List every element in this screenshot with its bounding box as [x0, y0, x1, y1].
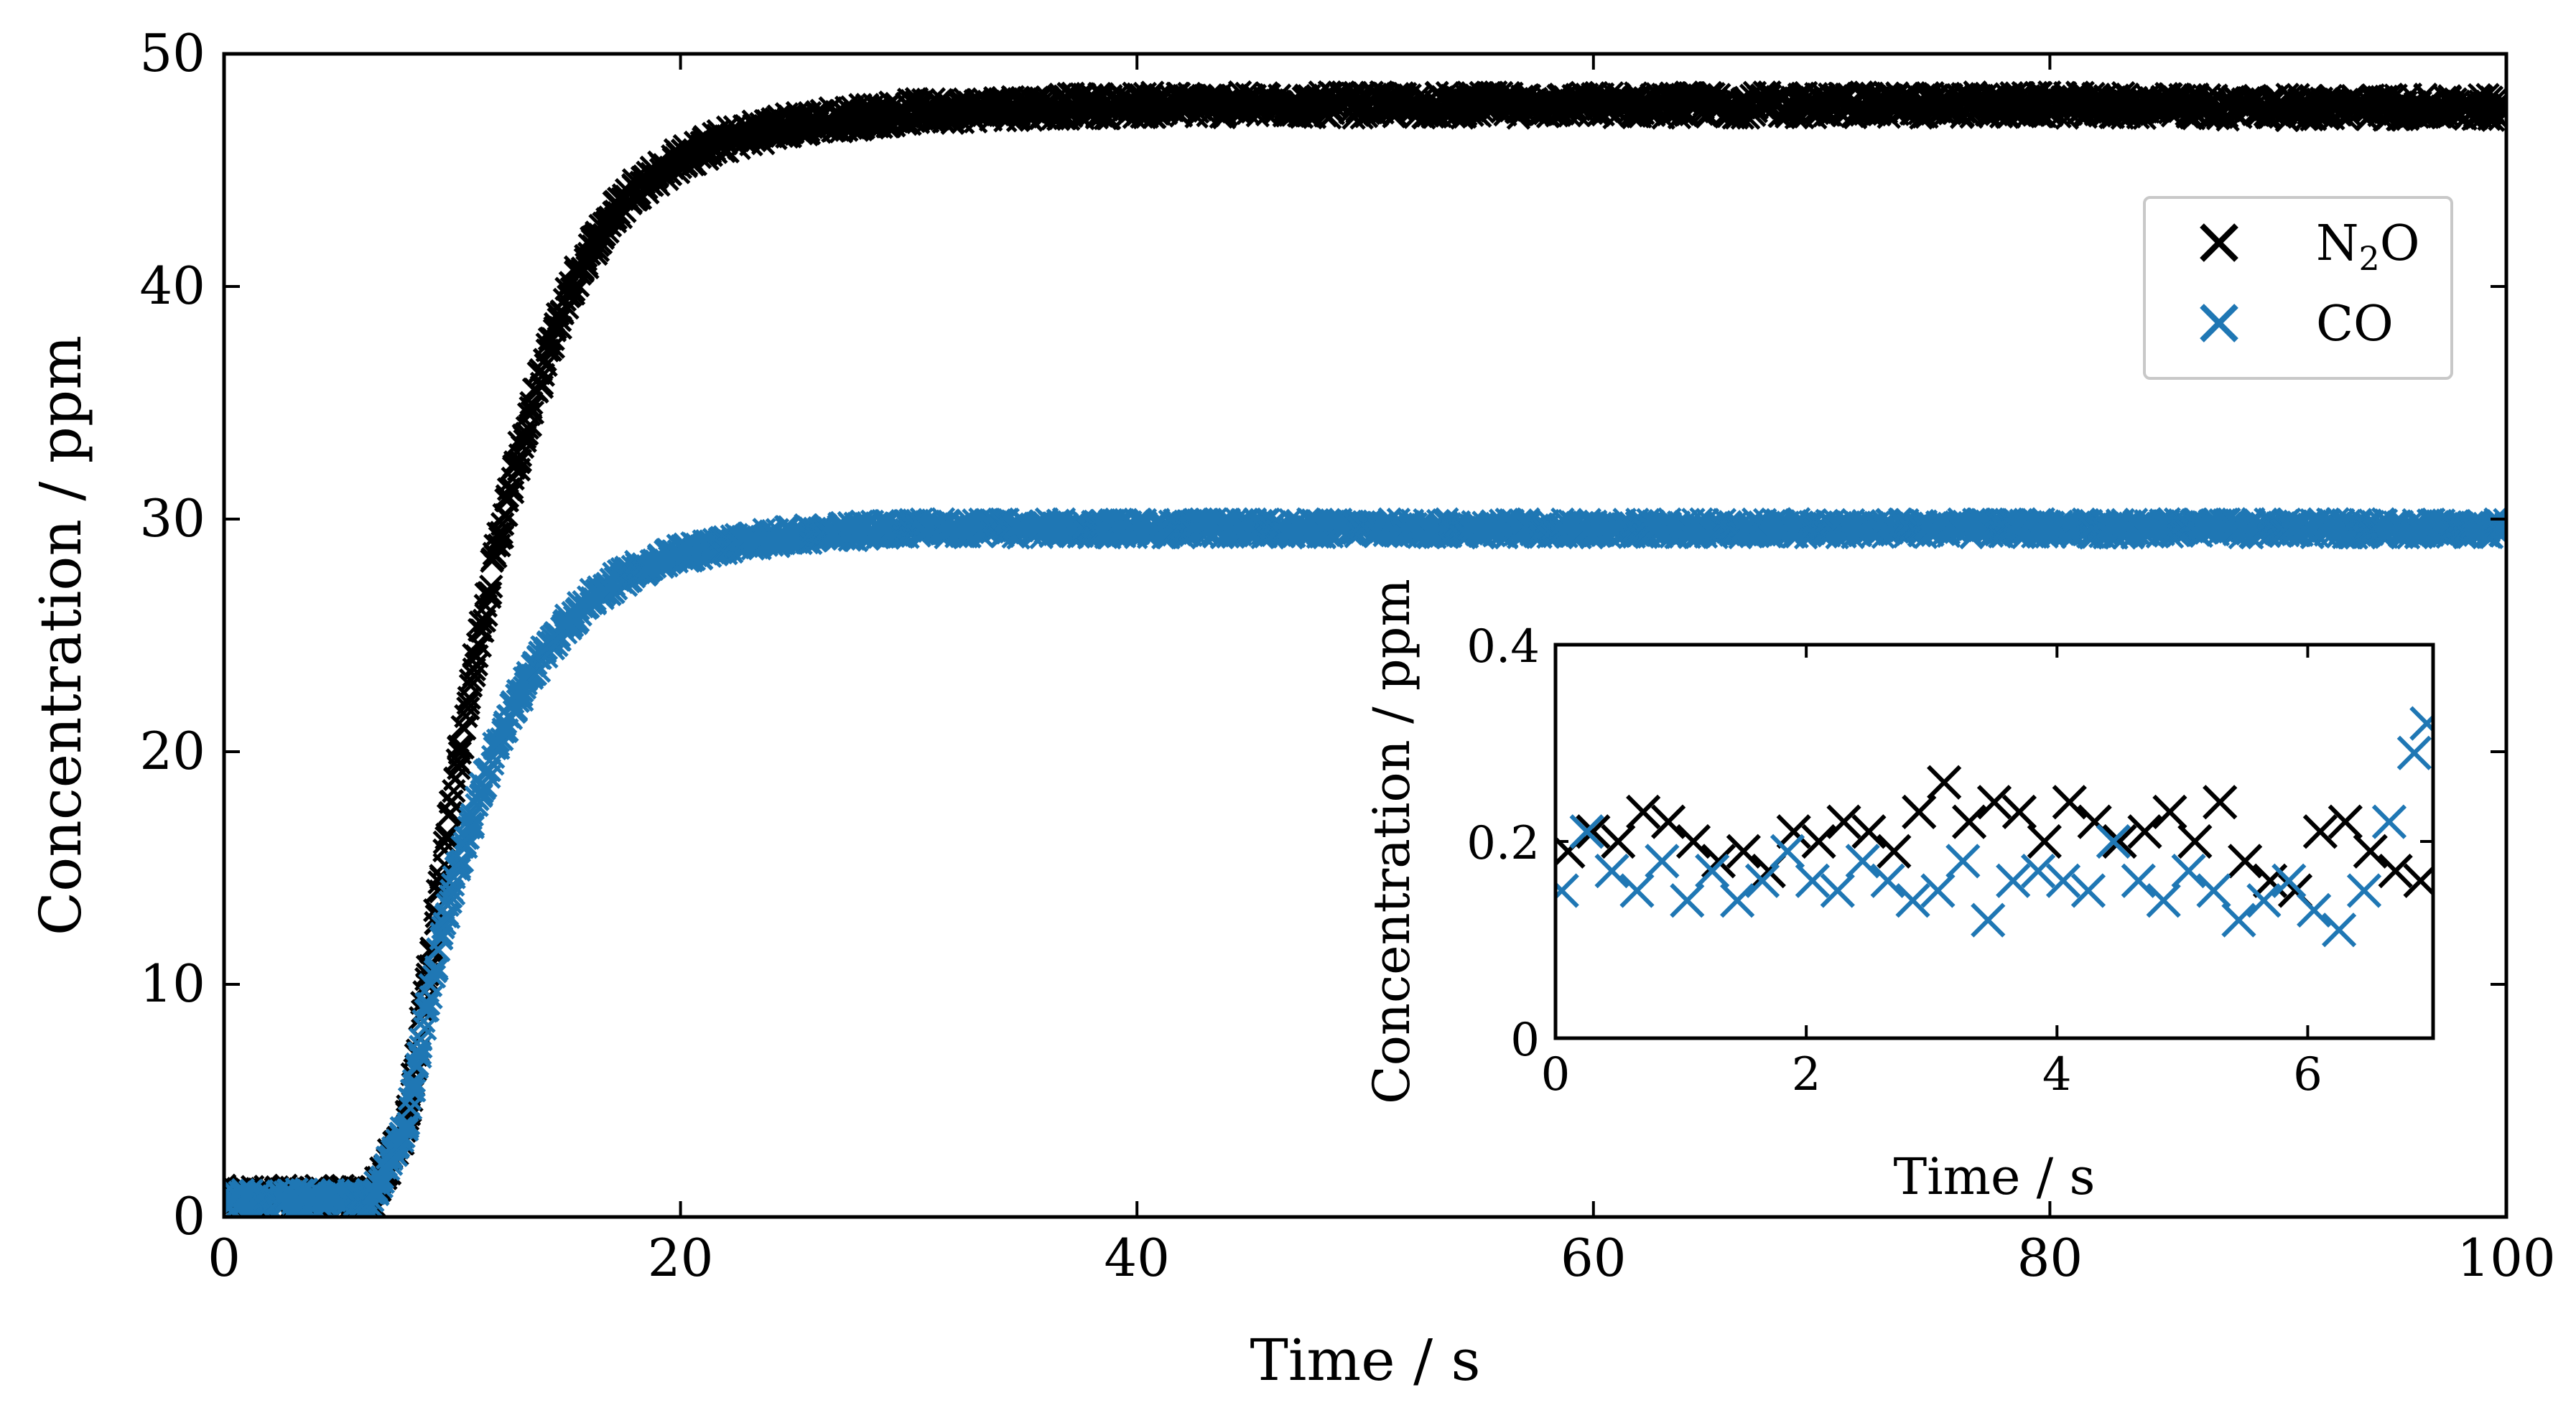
x-tick-label: 6 — [2293, 1048, 2322, 1101]
y-tick-label: 0.4 — [1466, 620, 1540, 673]
data-point — [565, 273, 590, 297]
x-tick-label: 4 — [2042, 1048, 2072, 1101]
x-tick-label: 0 — [1541, 1048, 1571, 1101]
y-tick-label: 10 — [139, 953, 205, 1014]
y-tick-label: 50 — [139, 23, 205, 83]
y-tick-label: 0 — [172, 1186, 205, 1246]
main-series-layer — [224, 80, 2506, 1217]
data-point — [450, 735, 475, 760]
legend: N2O CO — [2143, 196, 2453, 380]
data-point — [464, 652, 489, 677]
x-tick-label: 40 — [1104, 1228, 1170, 1288]
data-point — [434, 826, 459, 850]
y-tick-label: 40 — [139, 256, 205, 316]
x-tick-label: 80 — [2017, 1228, 2083, 1288]
data-point — [476, 581, 501, 605]
data-point — [519, 396, 543, 421]
inset-plot: 0 2 4 6 0 0.2 0.4 Time / s Concentration / ppm — [1362, 579, 2435, 1206]
main-x-axis-title: Time / s — [1250, 1327, 1480, 1394]
x-tick-label: 60 — [1561, 1228, 1627, 1288]
main-y-axis-title: Concentration / ppm — [27, 335, 94, 936]
data-point — [479, 574, 503, 599]
data-point — [534, 353, 558, 378]
x-tick-label: 100 — [2457, 1228, 2555, 1288]
y-tick-label: 30 — [139, 488, 205, 549]
inset-y-axis-title: Concentration / ppm — [1362, 579, 1421, 1104]
inset-x-axis-title: Time / s — [1894, 1147, 2096, 1206]
data-point — [588, 230, 613, 255]
data-point — [508, 443, 533, 467]
y-tick-label: 0.2 — [1466, 817, 1540, 870]
data-point — [490, 525, 515, 549]
y-tick-label: 20 — [139, 721, 205, 781]
x-tick-label: 0 — [208, 1228, 241, 1288]
inset-background — [1556, 645, 2433, 1038]
data-point — [435, 822, 460, 847]
legend-label-co: CO — [2316, 296, 2394, 353]
data-point — [499, 475, 524, 500]
y-tick-label: 0 — [1510, 1014, 1540, 1067]
data-point — [520, 400, 545, 425]
x-tick-label: 20 — [648, 1228, 714, 1288]
data-point — [547, 307, 572, 332]
x-tick-label: 2 — [1792, 1048, 1821, 1101]
data-point — [456, 696, 480, 721]
